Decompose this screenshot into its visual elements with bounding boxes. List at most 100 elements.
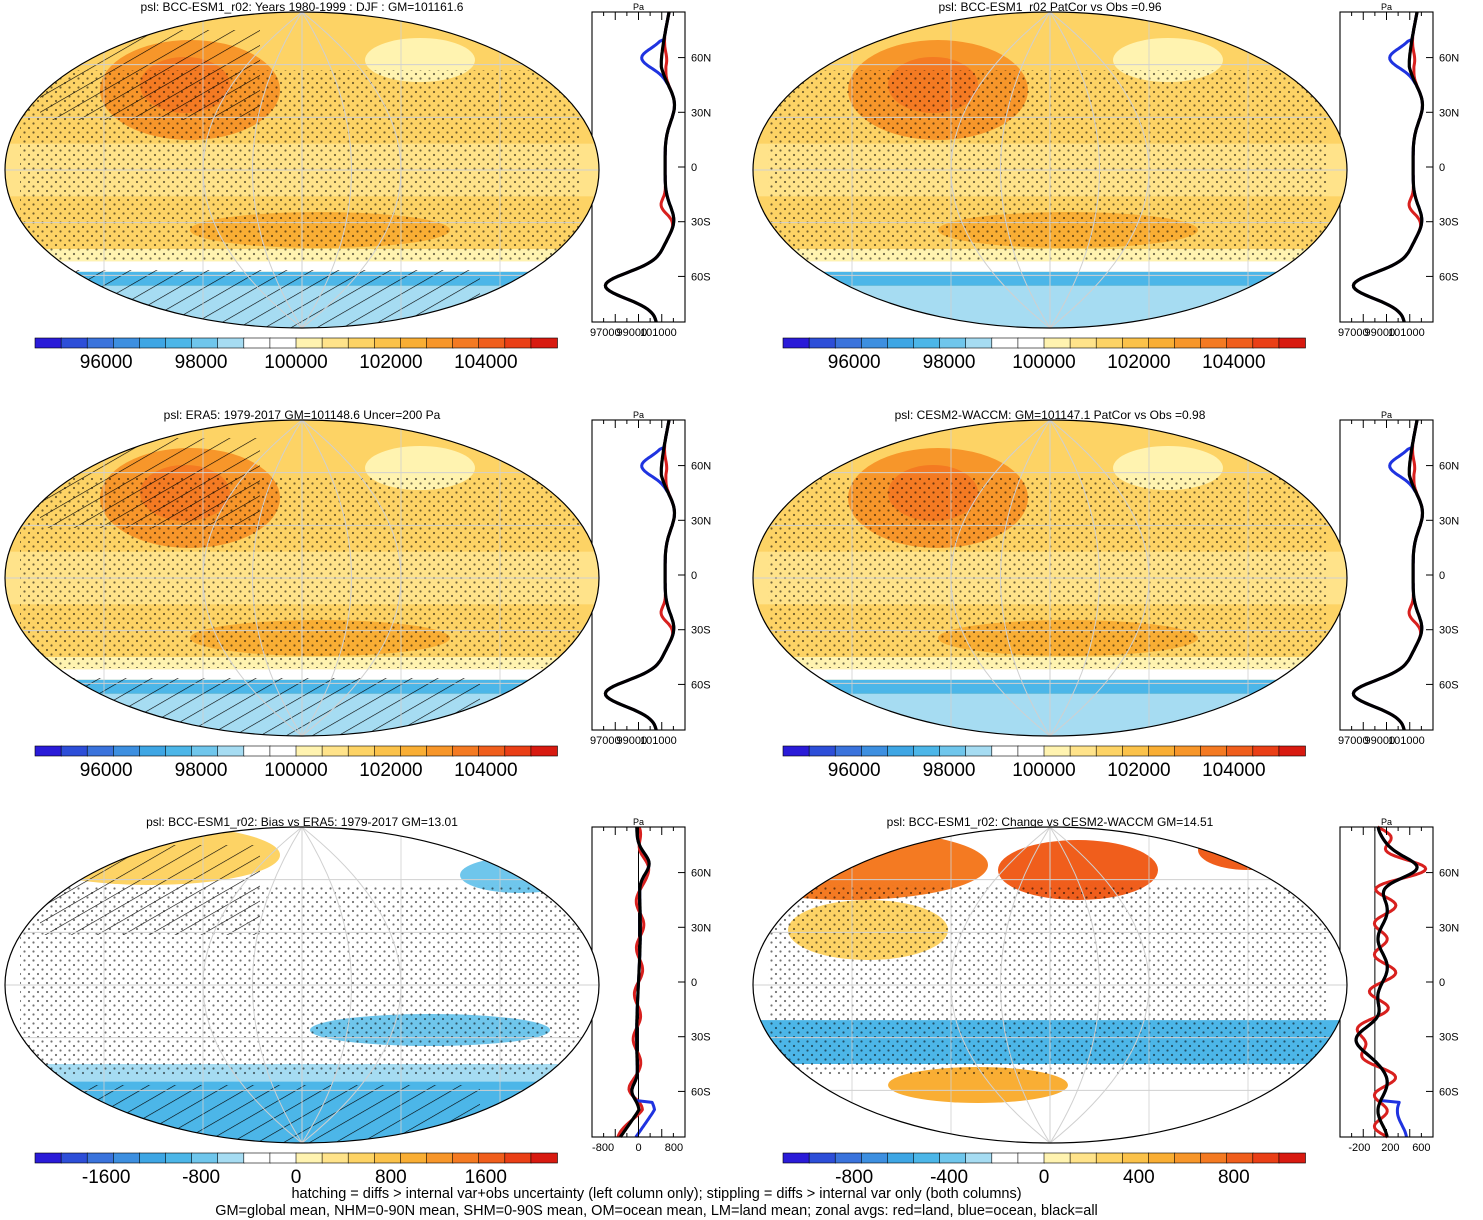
- colorbar-box: [1278, 745, 1306, 757]
- zonal-lat-tick-label: 30N: [691, 922, 711, 934]
- panel-1: psl: BCC-ESM1_r02: Years 1980-1999 : DJF…: [34, 0, 711, 373]
- colorbar-box: [530, 337, 558, 349]
- graticule-lon: [301, 12, 402, 328]
- colorbar-box: [139, 1152, 167, 1164]
- colorbar-box: [1226, 337, 1254, 349]
- zonal-units: Pa: [1381, 2, 1392, 12]
- colorbar-box: [1121, 745, 1150, 757]
- colorbar-box: [400, 337, 428, 349]
- zonal-lat-tick-label: 30S: [1439, 217, 1459, 229]
- colorbar-box: [1278, 1152, 1306, 1164]
- zonal-lat-tick-label: 30S: [1439, 625, 1459, 637]
- colorbar-box: [269, 745, 297, 757]
- colorbar-box: [939, 745, 967, 757]
- zonal-lat-tick-label: 0: [691, 162, 697, 174]
- zonal-lat-tick-label: 30N: [1439, 922, 1459, 934]
- zonal-line-all: [603, 419, 677, 731]
- zonal-x-tick-label: 99000: [617, 327, 648, 339]
- colorbar-box: [834, 745, 863, 757]
- colorbar-box: [113, 745, 141, 757]
- colorbar-box: [887, 337, 915, 349]
- colorbar-box: [1095, 1152, 1124, 1164]
- zonal-frame: [591, 11, 686, 323]
- graticule-lon: [1000, 420, 1051, 736]
- zonal-line-land: [1355, 825, 1428, 1139]
- zonal-units: Pa: [633, 410, 644, 420]
- colorbar-box: [139, 745, 167, 757]
- panel-title: psl: BCC-ESM1_r02: Change vs CESM2-WACCM…: [887, 815, 1214, 829]
- zonal-average-plot: Pa -200 200 600 60N 30N 0 30S 60S: [1339, 817, 1459, 1154]
- graticule-lon: [1049, 827, 1150, 1143]
- colorbar-box: [86, 1152, 115, 1164]
- graticule-lon: [252, 420, 303, 736]
- panel-4: psl: CESM2-WACCM: GM=101147.1 PatCor vs …: [782, 408, 1459, 781]
- graticule-lon: [301, 420, 352, 736]
- colorbar-box: [139, 337, 167, 349]
- panel-title: psl: BCC-ESM1_r02: Years 1980-1999 : DJF…: [141, 0, 464, 14]
- map: [5, 827, 599, 1143]
- colorbar-tick-label: 102000: [359, 760, 422, 781]
- colorbar-tick-label: 100000: [264, 352, 327, 373]
- colorbar-box: [1121, 1152, 1150, 1164]
- colorbar-tick-label: 104000: [454, 760, 517, 781]
- colorbar-tick-label: 98000: [175, 760, 228, 781]
- panel-title: psl: CESM2-WACCM: GM=101147.1 PatCor vs …: [895, 408, 1206, 422]
- colorbar-box: [113, 1152, 141, 1164]
- colorbar-tick-label: 104000: [1202, 352, 1265, 373]
- colorbar-box: [782, 745, 810, 757]
- graticule-lon: [252, 12, 303, 328]
- colorbar-box: [887, 745, 915, 757]
- colorbar-box: [913, 1152, 941, 1164]
- colorbar-box: [504, 1152, 532, 1164]
- colorbar-box: [243, 745, 271, 757]
- colorbar-tick-label: 104000: [1202, 760, 1265, 781]
- colorbar-tick-label: 96000: [80, 352, 133, 373]
- zonal-lat-tick-label: 0: [1439, 570, 1445, 582]
- colorbar-tick-label: -1600: [82, 1167, 131, 1188]
- map: [753, 827, 1347, 1143]
- colorbar-box: [808, 337, 836, 349]
- colorbar-box: [1200, 337, 1228, 349]
- graticule-lon: [1049, 12, 1100, 328]
- zonal-lat-tick-label: 30S: [691, 625, 711, 637]
- colorbar-box: [965, 1152, 993, 1164]
- zonal-x-tick-label: -200: [1348, 1142, 1370, 1154]
- zonal-x-tick-label: 101000: [1388, 735, 1425, 747]
- colorbar-box: [913, 337, 941, 349]
- colorbar-box: [861, 1152, 889, 1164]
- zonal-lat-tick-label: 30N: [691, 515, 711, 527]
- colorbar-tick-label: 800: [1218, 1167, 1250, 1188]
- colorbar-box: [400, 1152, 428, 1164]
- zonal-lat-tick-label: 30N: [1439, 515, 1459, 527]
- colorbar-box: [217, 745, 245, 757]
- map-band-transition: [753, 669, 1347, 680]
- colorbar-box: [478, 745, 506, 757]
- colorbar-tick-label: -800: [835, 1167, 873, 1188]
- zonal-units: Pa: [1381, 410, 1392, 420]
- colorbar-box: [1200, 745, 1228, 757]
- colorbar-box: [1121, 337, 1150, 349]
- zonal-frame: [1339, 419, 1434, 731]
- colorbar-box: [165, 1152, 193, 1164]
- colorbar-box: [1069, 337, 1098, 349]
- zonal-line-all: [1351, 419, 1425, 731]
- zonal-x-tick-label: 200: [1381, 1142, 1399, 1154]
- colorbar-box: [373, 745, 402, 757]
- colorbar-box: [1148, 337, 1176, 349]
- colorbar-tick-label: 104000: [454, 352, 517, 373]
- zonal-x-tick-label: 99000: [1365, 327, 1396, 339]
- map-outline: [752, 11, 1348, 329]
- colorbar: -800 -400 0 400 800: [782, 1152, 1306, 1188]
- colorbar-tick-label: 1600: [465, 1167, 507, 1188]
- colorbar-box: [426, 1152, 454, 1164]
- colorbar-box: [1252, 1152, 1280, 1164]
- colorbar: 96000 98000 100000 102000 104000: [34, 745, 558, 781]
- zonal-x-tick-label: 600: [1412, 1142, 1430, 1154]
- colorbar-box: [504, 745, 532, 757]
- colorbar-tick-label: 0: [1039, 1167, 1050, 1188]
- map-outline: [4, 419, 600, 737]
- colorbar-box: [504, 337, 532, 349]
- colorbar-box: [1226, 745, 1254, 757]
